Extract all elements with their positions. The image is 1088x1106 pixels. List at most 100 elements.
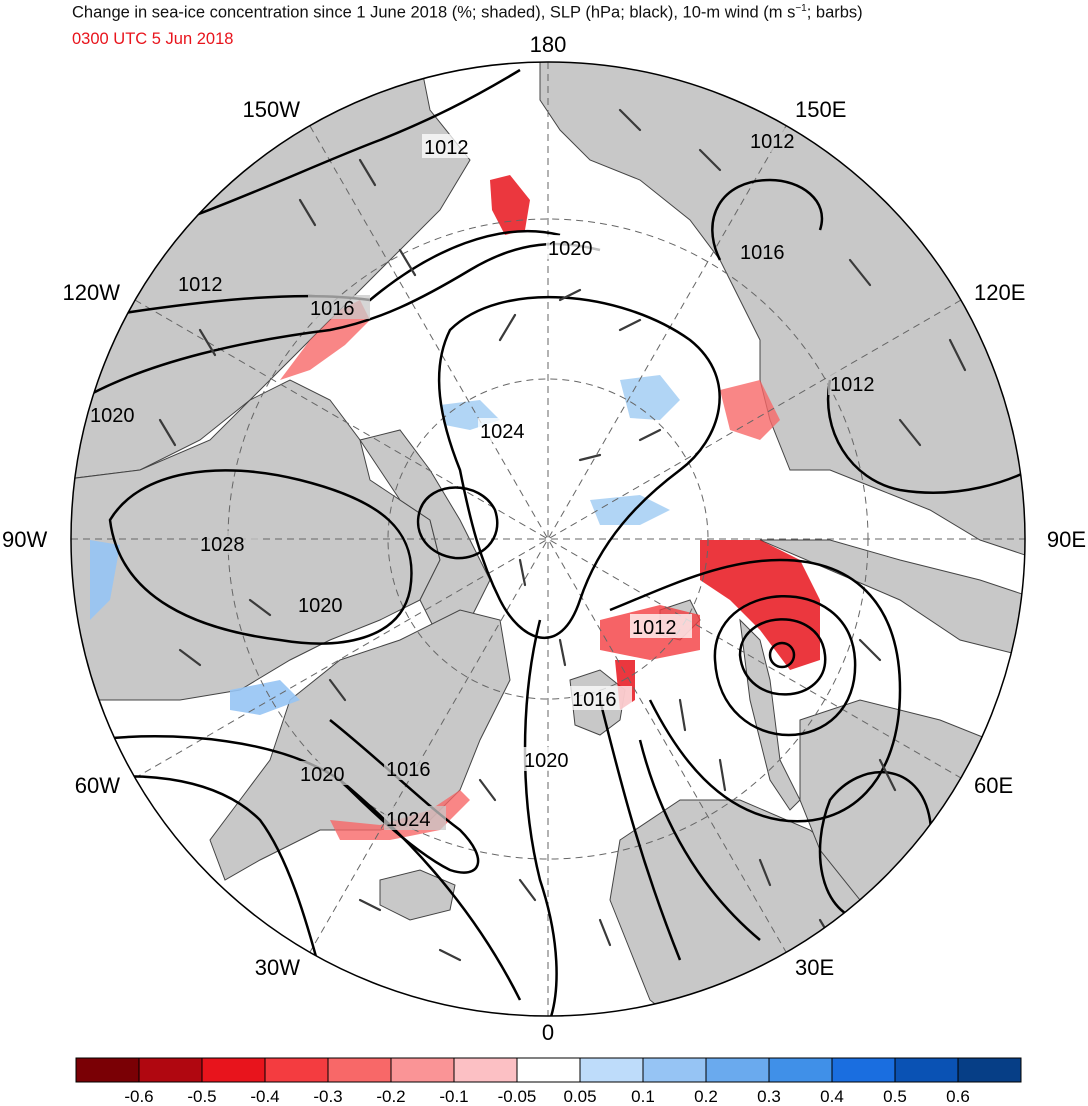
wind-barb xyxy=(678,698,687,732)
wind-barb xyxy=(518,558,527,587)
wind-barb xyxy=(438,948,462,962)
isobar-1016-east xyxy=(598,699,761,961)
colorbar-tick-label: 0.2 xyxy=(694,1087,718,1106)
wind-barb xyxy=(848,258,872,287)
meridian-60-240 xyxy=(134,299,962,779)
isobar-label-bg xyxy=(308,295,370,319)
ice-gain-kara xyxy=(590,495,670,525)
ice-gain-hudson xyxy=(90,540,120,620)
isobar-label: 1024 xyxy=(386,809,431,831)
isobar-label: 1016 xyxy=(310,298,355,320)
isobar-low-ring2 xyxy=(713,595,857,737)
isobar-label-bg xyxy=(828,371,890,395)
wind-barb xyxy=(198,328,217,357)
wind-barb xyxy=(878,758,897,792)
colorbar-box xyxy=(264,1057,329,1083)
colorbar-box xyxy=(642,1057,707,1083)
wind-barb xyxy=(558,638,567,667)
lon-label-30e: 30E xyxy=(795,955,834,980)
isobar-label: 1020 xyxy=(548,238,593,260)
title-superscript: −1 xyxy=(795,3,807,14)
colorbar-tick-label: 0.5 xyxy=(883,1087,907,1106)
isobar-label: 1012 xyxy=(830,374,875,396)
isobar-label: 1020 xyxy=(90,405,135,427)
wind-barb xyxy=(958,858,977,887)
isobar-label-bg xyxy=(478,418,540,442)
colorbar-box xyxy=(327,1057,392,1083)
wind-barb xyxy=(718,758,727,792)
isobar-label: 1016 xyxy=(572,689,617,711)
isobar-1024-central xyxy=(437,295,721,640)
wind-barb xyxy=(758,858,772,887)
wind-barb xyxy=(558,288,582,302)
meridian-30-210 xyxy=(309,125,787,953)
isobar-label: 1020 xyxy=(300,764,345,786)
ice-loss-laptev xyxy=(720,380,780,440)
land-taymyr xyxy=(759,539,1025,661)
lon-label-150w: 150W xyxy=(243,97,301,122)
wind-barb xyxy=(948,338,967,372)
colorbar: -0.6 -0.5 -0.4 -0.3 -0.2 -0.1 -0.05 0.05 0.1 0.2 0… xyxy=(75,1057,1022,1106)
ice-gain-central xyxy=(620,375,680,420)
colorbar-tick-label: 0.1 xyxy=(631,1087,655,1106)
isobar-1020-west xyxy=(79,242,601,402)
colorbar-box xyxy=(894,1057,959,1083)
wind-barb xyxy=(498,313,517,342)
land-russia-west xyxy=(799,699,1025,1016)
ice-loss-kara xyxy=(700,540,820,670)
colorbar-tick-label: 0.05 xyxy=(563,1087,596,1106)
wind-barb xyxy=(898,418,922,447)
isobar-1012-low xyxy=(609,558,902,823)
isobar-labels: 1012 1012 1016 1012 1012 1016 1020 1020 … xyxy=(88,128,890,831)
isobar-label-bg xyxy=(546,235,608,259)
lon-label-60e: 60E xyxy=(974,773,1013,798)
isobar-label-bg xyxy=(384,756,446,780)
lon-label-120e: 120E xyxy=(974,280,1025,305)
lon-label-180: 180 xyxy=(530,32,567,57)
isobar-1016-siberia xyxy=(711,178,824,261)
colorbar-tick-label: 0.3 xyxy=(757,1087,781,1106)
isobar-label-bg xyxy=(422,134,484,158)
wind-barb xyxy=(328,678,347,702)
isobar-label: 1012 xyxy=(632,617,677,639)
lon-label-120w: 120W xyxy=(63,280,121,305)
colorbar-boxes xyxy=(75,1057,1022,1083)
isobar-1020-canada xyxy=(108,469,413,645)
isobar-1020-south xyxy=(523,619,558,1016)
isobar-siberia xyxy=(826,379,1025,494)
colorbar-tick-label: -0.2 xyxy=(376,1087,405,1106)
colorbar-box xyxy=(390,1057,455,1083)
lon-label-0: 0 xyxy=(542,1020,554,1045)
wind-barbs xyxy=(158,108,977,962)
title-text: Change in sea-ice concentration since 1 … xyxy=(72,3,796,22)
colorbar-tick-label: 0.4 xyxy=(820,1087,844,1106)
wind-barb xyxy=(698,148,722,172)
isobar-label-bg xyxy=(176,271,238,295)
land-iceland xyxy=(379,869,456,921)
isobar-label: 1020 xyxy=(524,750,569,772)
isobar-label-bg xyxy=(198,531,260,555)
lon-label-60w: 60W xyxy=(75,773,120,798)
wind-barb xyxy=(518,878,537,902)
wind-barb xyxy=(398,248,417,277)
land-novaya-zemlya xyxy=(739,618,801,811)
map-title: Change in sea-ice concentration since 1 … xyxy=(72,3,863,23)
colorbar-box xyxy=(75,1057,140,1083)
valid-time: 0300 UTC 5 Jun 2018 xyxy=(72,30,234,48)
meridian-120-300 xyxy=(134,299,962,779)
ice-loss-beaufort xyxy=(280,300,370,380)
wind-barb xyxy=(358,158,377,187)
wind-barb xyxy=(578,453,602,462)
latitude-70 xyxy=(227,218,869,860)
wind-barb xyxy=(478,778,497,802)
wind-barb xyxy=(248,598,272,617)
lon-label-90e: 90E xyxy=(1047,527,1086,552)
isobar-label-bg xyxy=(630,614,692,638)
lon-label-30w: 30W xyxy=(255,955,300,980)
colorbar-box xyxy=(831,1057,896,1083)
isobar-label-bg xyxy=(738,239,800,263)
isobar-label: 1020 xyxy=(298,595,343,617)
latitude-80 xyxy=(387,378,709,700)
isobar-label-bg xyxy=(296,592,358,616)
